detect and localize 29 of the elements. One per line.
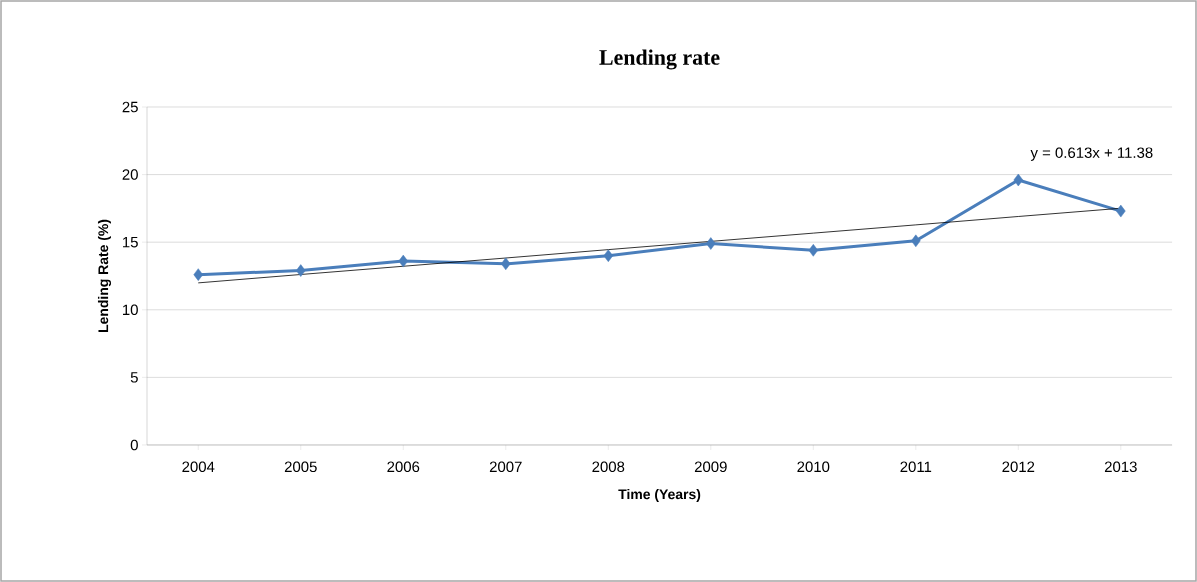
x-tick-label: 2008 [592,461,625,473]
chart-title: Lending rate [599,49,720,70]
y-tick-label: 5 [130,372,138,383]
point [501,257,511,271]
point [706,237,716,250]
point [808,244,819,257]
x-tick-label: 2005 [284,461,317,473]
point [603,249,614,262]
point [911,234,921,248]
y-tick-label: 25 [122,101,138,113]
x-axis-title: Time (Years) [618,488,701,502]
x-tick-label: 2012 [1002,461,1035,473]
point [1116,204,1126,218]
x-tick-label: 2013 [1104,461,1137,473]
x-tick-label: 2004 [182,461,215,473]
annotation: y = 0.613x + 11.38 [1030,147,1153,161]
x-tick-label: 2006 [387,461,420,473]
y-tick-label: 10 [123,304,138,316]
x-tick-label: 2010 [797,461,830,473]
y-tick-label: 15 [123,236,138,248]
point [398,254,409,268]
point [1013,173,1024,187]
y-tick-label: 0 [130,439,138,451]
y-axis-title: Lending Rate (%) [97,219,112,332]
y-tick-label: 20 [122,169,138,180]
x-tick-label: 2009 [694,461,727,473]
x-tick-label: 2011 [900,461,932,473]
x-tick-label: 2007 [489,461,522,473]
point [296,264,306,277]
